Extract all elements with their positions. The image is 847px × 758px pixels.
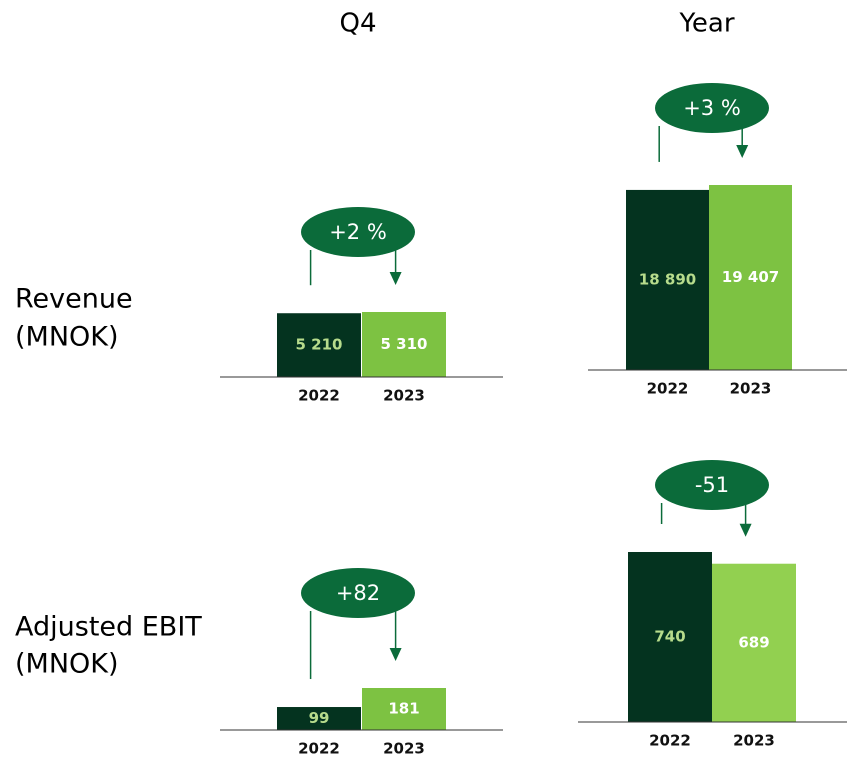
x-tick-label: 2022 bbox=[298, 387, 340, 405]
bar bbox=[362, 312, 446, 377]
bar bbox=[362, 688, 446, 730]
badge-label: +2 % bbox=[329, 220, 387, 244]
row-unit: (MNOK) bbox=[15, 649, 119, 680]
badge bbox=[301, 568, 415, 618]
x-tick-label: 2022 bbox=[647, 380, 689, 398]
row-label: Revenue bbox=[15, 284, 133, 315]
bar bbox=[712, 563, 796, 722]
row-unit: (MNOK) bbox=[15, 322, 119, 353]
bar bbox=[626, 189, 709, 370]
value-label: 689 bbox=[738, 633, 769, 651]
value-label: 740 bbox=[654, 628, 685, 646]
arrow-head bbox=[739, 523, 752, 537]
bar bbox=[628, 552, 712, 722]
badge-label: +3 % bbox=[683, 96, 741, 120]
value-label: 5 210 bbox=[296, 336, 343, 354]
bar bbox=[709, 185, 792, 370]
x-tick-label: 2023 bbox=[730, 380, 772, 398]
column-header: Q4 bbox=[339, 9, 376, 39]
x-tick-label: 2022 bbox=[649, 732, 691, 750]
x-tick-label: 2023 bbox=[383, 387, 425, 405]
bar bbox=[277, 313, 361, 377]
x-tick-label: 2023 bbox=[733, 732, 775, 750]
row-label: Adjusted EBIT bbox=[15, 612, 202, 643]
column-header: Year bbox=[678, 9, 734, 39]
x-tick-label: 2022 bbox=[298, 740, 340, 758]
badge-label: +82 bbox=[336, 581, 380, 605]
badge-label: -51 bbox=[695, 473, 729, 497]
value-label: 99 bbox=[309, 709, 330, 727]
arrow-head bbox=[736, 145, 749, 158]
badge bbox=[301, 207, 415, 257]
badge bbox=[655, 460, 769, 510]
value-label: 18 890 bbox=[639, 270, 696, 288]
badge bbox=[655, 83, 769, 133]
x-tick-label: 2023 bbox=[383, 740, 425, 758]
arrow-head bbox=[389, 648, 402, 661]
bar bbox=[277, 707, 361, 730]
value-label: 5 310 bbox=[381, 335, 428, 353]
value-label: 19 407 bbox=[722, 268, 779, 286]
value-label: 181 bbox=[388, 700, 419, 718]
arrow-head bbox=[389, 272, 402, 285]
